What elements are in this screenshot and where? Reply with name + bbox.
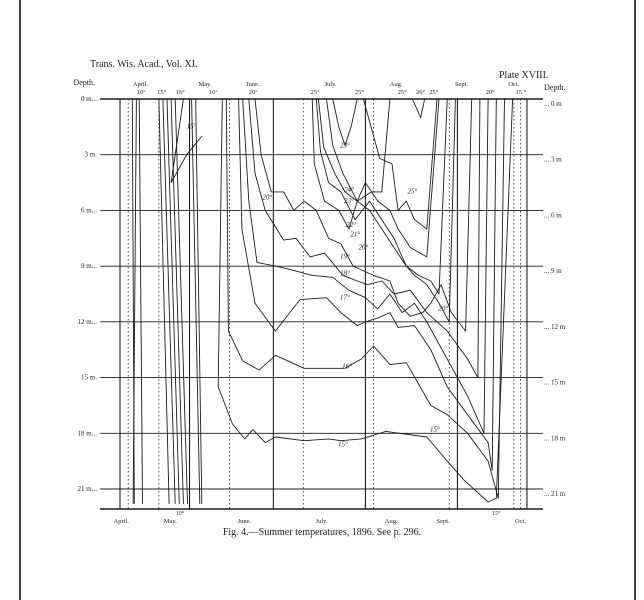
surface-temp-label: 20° [249,89,259,96]
month-label-bottom: May. [164,518,177,525]
isotherm-line [170,98,203,184]
depth-tick-label-left: 15 m. [81,374,97,382]
isotherm-line [311,98,456,323]
isotherm-label: 20° [262,193,272,201]
depth-tick-label-left: 3 m. [85,151,98,159]
plate-number: Plate XVIII. [499,70,549,81]
figure-caption: Fig. 4.—Summer temperatures, 1896. See p… [223,527,421,538]
isotherm-label: 20° [438,305,448,313]
surface-temp-label: 16° [209,89,219,96]
isotherm-label: 21° [350,230,360,238]
depth-tick-label-left: 18 m... [78,429,98,437]
surface-temp-label: 25° [311,89,321,96]
depth-tick-label-right: ... 21 m [544,490,566,498]
isotherm-label: 24° [344,186,354,194]
depth-tick-label-right: ... 6 m [544,211,562,219]
isotherm-label: 20° [358,243,368,251]
isotherm-line [162,98,176,504]
bottom-temp-label: 15° [492,510,501,517]
month-label-bottom: Aug. [385,518,398,525]
month-label-top: April. [133,81,149,88]
month-label-top: May. [199,81,212,88]
isotherm-line [248,98,481,379]
month-label-bottom: July. [316,518,328,525]
isotherm-label: 17° [340,294,350,302]
chart-text: Depth. Depth. 0 m... 3 m. 6 m... 9 m... 12 m..… [73,78,565,525]
month-label-bottom: Oct. [515,518,526,525]
bottom-temp-label: 10° [176,510,185,517]
surface-temp-label: 25° [429,89,439,96]
surface-temp-label: 20° [486,89,496,96]
isotherm-line [195,98,203,504]
depth-tick-label-left: 0 m... [81,95,97,103]
depth-tick-label-left: 21 m... [78,485,98,493]
isotherm-line [332,98,358,146]
depth-tick-label-left: 6 m... [81,206,97,214]
isotherm-label: 15° [187,123,197,131]
surface-temp-label: 16° [176,89,186,96]
month-label-top: Aug. [390,81,403,88]
depth-tick-label-right: ... 0 m [544,100,562,108]
depth-tick-label-right: ... 15 m [544,379,566,387]
isotherm-line [217,98,514,503]
isotherm-label: 19° [340,253,350,261]
depth-tick-label-right: ... 12 m [544,323,566,331]
month-label-top: Oct. [508,81,519,88]
isotherm-line [411,98,426,119]
depth-tick-label-left: 12 m... [78,318,98,326]
isotherm-line [191,98,201,504]
isotherm-label: 16° [342,362,352,370]
isotherm-label: 23° [344,197,354,205]
isotherm-label: 22° [346,221,356,229]
surface-temp-label: 26° [416,89,426,96]
depth-axis-title-left: Depth. [73,78,95,87]
depth-tick-label-right: ... 9 m [544,267,562,275]
isotherm-label: 23° [340,141,350,149]
depth-tick-label-right: ... 3 m [544,156,562,164]
isotherm-line [362,98,438,230]
isotherm-line [326,98,391,202]
isotherm-line [166,98,180,504]
surface-temp-label: 25° [355,89,365,96]
depth-tick-label-left: 9 m... [81,262,97,270]
isotherm-line [138,98,143,504]
surface-temp-label: 15° [157,89,167,96]
isotherm-label: 18° [340,269,350,277]
month-label-bottom: April. [114,518,130,525]
isotherm-line [225,98,505,499]
isotherm-label: 25° [408,188,418,196]
surface-temp-label: 15 ° [515,89,526,96]
isotherm-line [242,98,489,434]
journal-title: Trans. Wis. Acad., Vol. XI. [90,59,198,70]
isotherm-line [317,98,440,258]
chart-grid [19,0,636,600]
month-label-top: June. [246,81,260,88]
depth-tick-label-right: ... 18 m [544,434,566,442]
isotherm-line [158,98,170,504]
surface-temp-label: 25° [398,89,408,96]
month-label-top: Sept. [455,81,469,88]
isotherm-line [238,98,497,471]
depth-axis-title-right: Depth. [544,83,566,92]
isotherm-lines [131,98,514,504]
isotherm-line [132,98,137,504]
isotherm-label: 15° [338,440,348,448]
month-label-top: July. [325,81,337,88]
month-label-bottom: June. [238,518,252,525]
isotherm-line [315,98,448,295]
isotherm-label: 15° [430,425,440,433]
isotherm-line [174,98,188,504]
month-label-bottom: Sept. [437,518,451,525]
surface-temp-label: 10° [137,89,147,96]
